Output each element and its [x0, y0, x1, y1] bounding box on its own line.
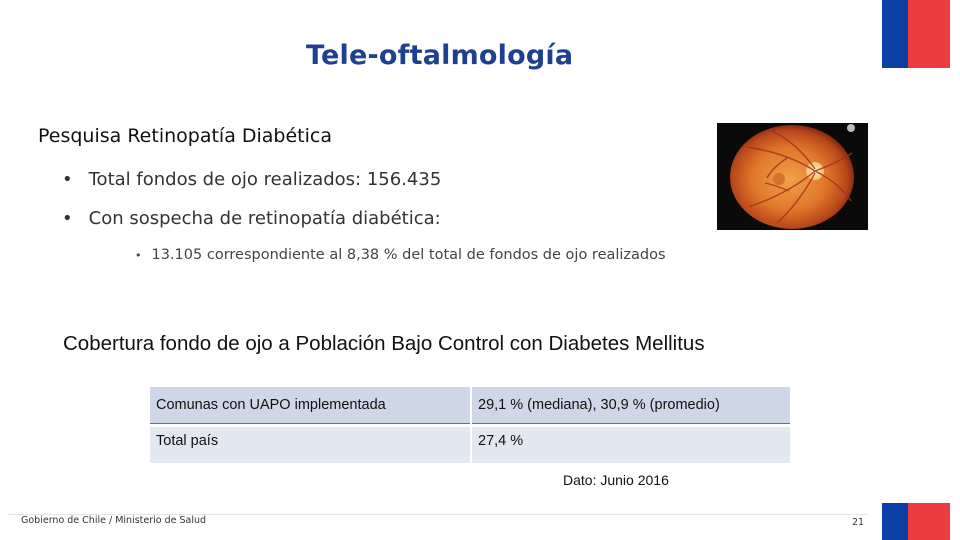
- footer-text: Gobierno de Chile / Ministerio de Salud: [21, 515, 207, 526]
- flag-red-block: [908, 0, 950, 68]
- retina-fundus-graphic: [730, 124, 855, 229]
- footer-divider: [8, 514, 868, 515]
- data-date-note: Dato: Junio 2016: [563, 472, 669, 488]
- bullet-text: Con sospecha de retinopatía diabética:: [88, 208, 441, 229]
- flag-red-block: [908, 503, 950, 540]
- flag-blue-block: [882, 0, 908, 68]
- table-cell: Comunas con UAPO implementada: [150, 387, 470, 424]
- bullet-icon: •: [62, 208, 73, 229]
- gov-flag-stripe-top: [882, 0, 950, 68]
- bullet-icon: •: [135, 249, 142, 262]
- retina-fundus-image: [717, 123, 868, 230]
- table-cell: 27,4 %: [472, 427, 790, 463]
- page-number: 21: [852, 517, 865, 528]
- section-subtitle: Pesquisa Retinopatía Diabética: [38, 125, 332, 147]
- bullet-total-fondos: • Total fondos de ojo realizados: 156.435: [62, 169, 441, 190]
- coverage-table: Comunas con UAPO implementada 29,1 % (me…: [148, 384, 792, 466]
- sub-bullet-porcentaje: • 13.105 correspondiente al 8,38 % del to…: [135, 247, 666, 263]
- table-row: Total país 27,4 %: [150, 427, 790, 463]
- flag-blue-block: [882, 503, 908, 540]
- table-row: Comunas con UAPO implementada 29,1 % (me…: [150, 387, 790, 424]
- bullet-sospecha: • Con sospecha de retinopatía diabética:: [62, 208, 441, 229]
- bullet-text: Total fondos de ojo realizados: 156.435: [88, 169, 442, 190]
- slide-title: Tele-oftalmología: [306, 40, 574, 71]
- table-cell: Total país: [150, 427, 470, 463]
- bullet-icon: •: [62, 169, 73, 190]
- gov-flag-stripe-bottom: [882, 503, 950, 540]
- sub-bullet-text: 13.105 correspondiente al 8,38 % del tot…: [151, 247, 666, 263]
- table-cell: 29,1 % (mediana), 30,9 % (promedio): [472, 387, 790, 424]
- coverage-section-title: Cobertura fondo de ojo a Población Bajo …: [63, 332, 705, 355]
